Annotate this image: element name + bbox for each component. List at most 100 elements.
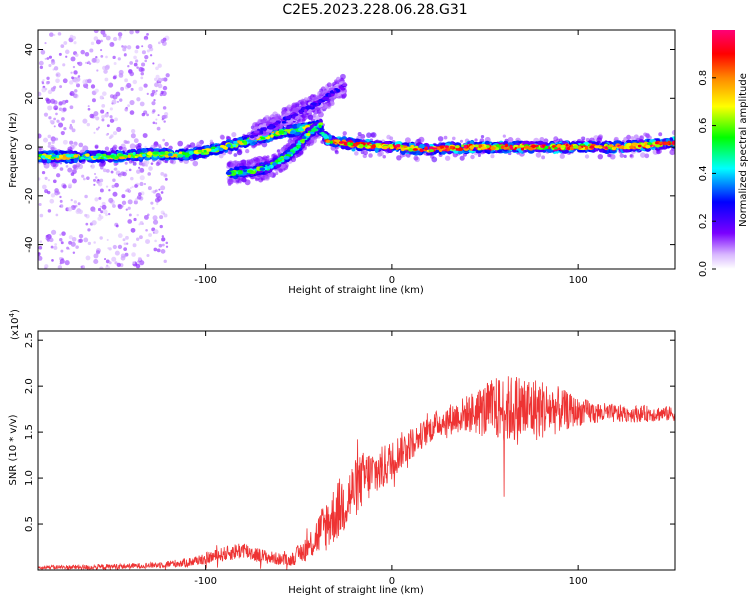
spectrogram-noise-blob xyxy=(92,165,95,169)
spectrogram-halo-blob xyxy=(254,177,259,182)
spectrogram-noise-blob xyxy=(130,227,136,233)
spectrogram-noise-blob xyxy=(62,78,68,84)
spectrogram-trace-core xyxy=(134,155,138,159)
spectrogram-noise-blob xyxy=(147,172,151,176)
spectrogram-noise-blob xyxy=(154,239,157,243)
spectrogram-trace-blob xyxy=(354,138,361,144)
spectrogram-noise-blob xyxy=(155,118,158,121)
spectrogram-trace-core xyxy=(317,100,322,104)
spectrogram-noise-blob xyxy=(157,83,163,89)
spectrogram-noise-blob xyxy=(125,208,128,211)
spectrogram-noise-blob xyxy=(141,50,146,55)
spectrogram-noise-blob xyxy=(112,191,118,197)
spectrogram-noise-blob xyxy=(162,106,167,110)
spectrogram-trace-core xyxy=(584,146,589,150)
spectrogram-noise-blob xyxy=(82,79,88,85)
spectrogram-noise-blob xyxy=(112,204,116,208)
spectrogram-noise-blob xyxy=(132,261,136,265)
spectrogram-noise-blob xyxy=(143,214,149,220)
spectrogram-trace-blob xyxy=(374,147,379,153)
spectrogram-trace-core xyxy=(556,143,562,148)
spectrogram-noise-blob xyxy=(46,57,50,60)
spectrogram-trace-core xyxy=(410,144,415,149)
spectrogram-halo-blob xyxy=(671,129,675,136)
spectrogram-noise-blob xyxy=(122,238,126,242)
spectrogram-noise-blob xyxy=(75,53,79,57)
spectrogram-trace-core xyxy=(419,148,424,153)
spectrogram-halo-blob xyxy=(209,139,214,143)
spectrogram-noise-blob xyxy=(56,173,61,178)
spectrogram-noise-blob xyxy=(81,174,85,178)
spectrogram-halo-blob xyxy=(437,136,444,142)
spectrogram-noise-blob xyxy=(39,213,44,218)
spectrogram-halo-blob xyxy=(629,154,633,158)
spectrogram-trace-core xyxy=(66,154,72,158)
spectrogram-noise-blob xyxy=(97,207,102,212)
spectrogram-trace-core xyxy=(454,145,460,149)
spectrogram-halo-blob xyxy=(640,152,646,158)
spectrogram-noise-blob xyxy=(40,49,46,55)
spectrogram-noise-blob xyxy=(136,66,139,69)
spectrogram-noise-blob xyxy=(113,62,117,65)
spectrogram-noise-blob xyxy=(105,168,110,173)
spectrogram-noise-blob xyxy=(49,32,54,37)
spectrogram-noise-blob xyxy=(114,261,118,265)
spectrogram-trace-core xyxy=(496,144,500,148)
spectrogram-noise-blob xyxy=(97,178,100,182)
spectrogram-noise-blob xyxy=(93,111,99,117)
spectrogram-noise-blob xyxy=(67,206,73,212)
spectrogram-noise-blob xyxy=(77,61,83,67)
spectrogram-noise-blob xyxy=(125,169,128,172)
spectrogram-noise-blob xyxy=(67,167,73,173)
spectrogram-noise-blob xyxy=(107,247,110,250)
spectrogram-halo-blob xyxy=(75,162,81,168)
spectrogram-trace-core xyxy=(569,146,574,151)
spectrogram-noise-blob xyxy=(59,238,63,242)
spectrogram-trace-core xyxy=(109,154,115,158)
spectrogram-noise-blob xyxy=(59,85,63,89)
spectrogram-noise-blob xyxy=(59,205,62,208)
spectrogram-trace-blob xyxy=(73,157,78,164)
spectrogram-noise-blob xyxy=(152,62,155,65)
spectrogram-noise-blob xyxy=(97,126,100,129)
spectrogram-noise-blob xyxy=(148,166,153,171)
spectrogram-noise-blob xyxy=(72,251,76,254)
spectrogram-halo-blob xyxy=(233,153,238,157)
spectrogram-trace-core xyxy=(542,144,546,148)
spectrogram-noise-blob xyxy=(47,89,53,95)
spectrogram-trace-core xyxy=(463,144,467,149)
spectrogram-noise-blob xyxy=(69,140,74,145)
spectrogram-halo-blob xyxy=(535,152,542,158)
spectrogram-noise-blob xyxy=(127,219,133,224)
spectrogram-noise-blob xyxy=(62,63,66,67)
spectrogram-noise-blob xyxy=(133,217,137,222)
spectrogram-noise-blob xyxy=(61,231,66,236)
spectrogram-trace-core xyxy=(260,127,265,131)
spectrogram-noise-blob xyxy=(56,119,60,123)
spectrogram-noise-blob xyxy=(145,239,151,245)
spectrogram-halo-blob xyxy=(619,153,624,158)
spectrogram-trace-core xyxy=(327,93,332,98)
spectrogram-noise-blob xyxy=(44,87,48,91)
spectrogram-noise-blob xyxy=(129,99,135,106)
spectrogram-trace-core xyxy=(663,141,670,145)
spectrogram-trace-core xyxy=(218,147,224,152)
spectrogram-noise-blob xyxy=(151,89,156,94)
spectrogram-trace-core xyxy=(566,146,571,151)
spectrogram-trace-core xyxy=(671,141,675,145)
spectrogram-trace-core xyxy=(513,144,519,148)
spectrogram-noise-blob xyxy=(99,178,104,183)
spectrogram-noise-blob xyxy=(146,253,150,258)
spectrogram-noise-blob xyxy=(60,241,64,245)
spectrogram-trace-blob xyxy=(418,144,425,149)
spectrogram-halo-blob xyxy=(452,136,456,141)
spectrogram-noise-blob xyxy=(149,54,153,57)
spectrogram-noise-blob xyxy=(104,113,109,118)
spectrogram-noise-blob xyxy=(163,259,167,263)
spectrogram-noise-blob xyxy=(86,176,90,180)
spectrogram-noise-blob xyxy=(71,237,77,242)
spectrogram-noise-blob xyxy=(159,215,164,220)
spectrogram-halo-blob xyxy=(122,147,127,152)
spectrogram-noise-blob xyxy=(46,98,52,104)
spectrogram-noise-blob xyxy=(47,141,52,146)
